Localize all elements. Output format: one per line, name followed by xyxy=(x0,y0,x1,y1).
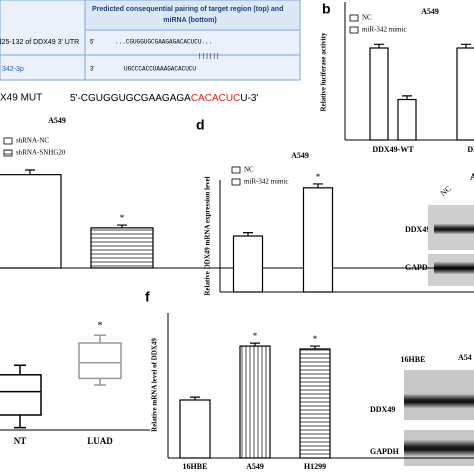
bar xyxy=(302,187,334,293)
whisker-upper xyxy=(94,334,106,343)
pairing: |||||| xyxy=(198,53,220,60)
error-bar xyxy=(310,345,320,349)
chart-title: A549 xyxy=(48,116,66,125)
blot-row-label: DDX49 xyxy=(370,405,395,414)
legend-swatch xyxy=(3,137,13,145)
blot-row-label: GAPDH xyxy=(370,447,400,456)
x-tick-label: DDX49-WT xyxy=(372,145,414,154)
legend-label: shRNA-SNHG20 xyxy=(16,149,66,157)
bar xyxy=(0,174,62,269)
blot-band xyxy=(404,394,474,408)
sequence: UGCCCACCUAAAGACACUCU xyxy=(124,66,196,73)
lane-label: A54 xyxy=(458,353,472,362)
error-bar xyxy=(374,43,384,48)
y-axis-label: Relative DDX49 mRNA expression level xyxy=(204,176,212,295)
error-bar xyxy=(313,183,323,188)
bar xyxy=(299,348,331,459)
error-bar xyxy=(402,95,412,100)
blot-band xyxy=(434,224,474,234)
panel-label: f xyxy=(145,289,150,305)
x-tick-label: A549 xyxy=(246,462,264,471)
significance: * xyxy=(313,334,318,344)
legend-swatch xyxy=(3,149,13,157)
lane-label: 16HBE xyxy=(401,355,426,364)
error-bar xyxy=(243,232,253,236)
legend-label: NC xyxy=(244,166,254,174)
seq-part: U-3' xyxy=(240,93,258,104)
legend-label: miR-342 mimic xyxy=(244,178,289,186)
legend-swatch xyxy=(349,26,359,34)
strand-end: 5' xyxy=(90,40,94,46)
y-axis-label: Relative luciferase activity xyxy=(320,32,328,111)
significance: * xyxy=(120,213,125,223)
blot-header: A xyxy=(470,172,474,182)
bar xyxy=(232,235,264,293)
seq-mutated: CACACUC xyxy=(191,93,240,104)
bar xyxy=(90,227,154,269)
error-bar xyxy=(250,342,260,347)
error-bar xyxy=(461,43,471,48)
legend-label: shRNA-NC xyxy=(16,137,49,145)
strand-end: 3' xyxy=(90,67,94,73)
mutant-seq: 5'-CGUGGUGCGAAGAGACACACUCU-3' xyxy=(70,93,258,104)
x-tick-label: H1299 xyxy=(304,462,326,471)
legend-label: miR-342 mimic xyxy=(362,26,407,34)
bar xyxy=(239,345,271,459)
x-tick-label: 16HBE xyxy=(183,462,208,471)
error-bar xyxy=(190,396,200,400)
chart-title: A549 xyxy=(291,151,309,160)
legend-swatch xyxy=(231,178,241,186)
table-header-text: miRNA (bottom) xyxy=(163,17,216,24)
error-bar xyxy=(117,224,127,228)
box xyxy=(0,374,42,416)
x-tick-label: NT xyxy=(14,436,27,446)
significance: * xyxy=(98,320,103,331)
bar xyxy=(369,47,389,141)
whisker-upper xyxy=(14,364,26,375)
row-label: 342-3p xyxy=(2,66,24,73)
blot-row-label: GAPDH xyxy=(405,263,435,272)
x-tick-label: DDX49 xyxy=(467,145,474,154)
lane-label: NC xyxy=(439,184,453,198)
panel-label: b xyxy=(322,1,331,17)
bar xyxy=(179,399,211,459)
table-header xyxy=(84,0,301,31)
mutant-label: X49 MUT xyxy=(0,93,42,104)
legend-swatch xyxy=(349,14,359,22)
chart-title: A549 xyxy=(421,7,439,16)
whisker-lower xyxy=(14,415,26,429)
y-axis-label: Relative mRNA level of DDX49 xyxy=(151,338,159,432)
significance: * xyxy=(253,331,258,341)
legend-swatch xyxy=(231,166,241,174)
bar xyxy=(397,98,417,141)
whisker-lower xyxy=(94,378,106,386)
significance: * xyxy=(316,172,321,182)
blot-row-label: DDX49 xyxy=(405,225,430,234)
row-label: l25-132 of DDX49 3' UTR xyxy=(0,39,79,46)
panel-label: d xyxy=(196,117,205,133)
legend-label: NC xyxy=(362,14,372,22)
x-tick-label: LUAD xyxy=(87,436,113,446)
sequence: ...CGUGGUGCGAAGAGACACUCU... xyxy=(115,39,212,46)
box xyxy=(78,342,122,380)
bar xyxy=(456,47,474,141)
seq-part: 5'-CGUGGUGCGAAGAGA xyxy=(70,93,191,104)
blot-band xyxy=(404,440,474,456)
error-bar xyxy=(25,169,35,175)
table-header-text: Predicted consequential pairing of targe… xyxy=(92,6,283,13)
